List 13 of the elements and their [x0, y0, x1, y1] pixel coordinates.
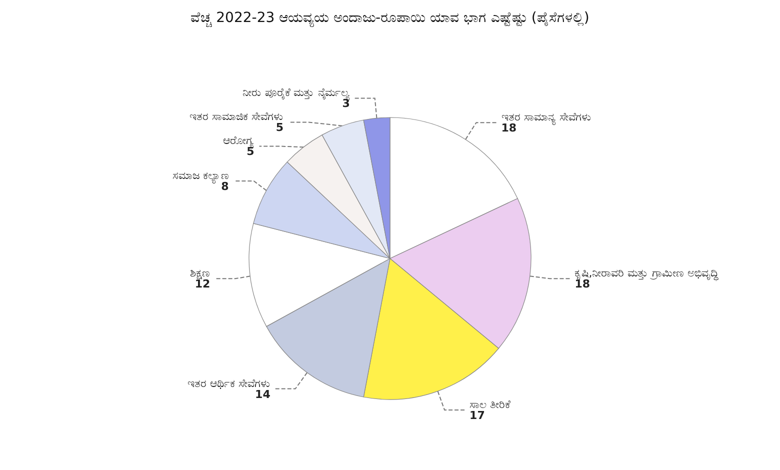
slice-label: ಸಾಲ ತೀರಿಕೆ — [470, 398, 512, 411]
data-label: 14 — [255, 388, 271, 401]
data-label: 12 — [194, 278, 210, 291]
slice-label: ಇತರ ಸಾಮಾಜಿಕ ಸೇವೆಗಳು — [190, 110, 284, 124]
data-label: 18 — [501, 122, 517, 135]
data-label: 17 — [470, 408, 485, 422]
slice-label: ನೀರು ಪೂರೈಕೆ ಮತ್ತು ನೈರ್ಮಲ್ಯ — [242, 86, 350, 100]
slice-label: ಇತರ ಆರ್ಥಿಕ ಸೇವೆಗಳು — [187, 376, 270, 390]
chart-title: ವೆಚ್ಚ 2022-23 ಆಯವ್ಯಯ ಅಂದಾಜು-ರೂಪಾಯಿ ಯಾವ ಭಾಗ ಎಷ್ಟೆಷ್ಟು (ಪೈಸೆಗಳಲ್ಲಿ) — [190, 10, 590, 27]
data-label: 18 — [574, 278, 590, 291]
slice-label: ಶಿಕ್ಷಣ — [190, 266, 210, 280]
data-label: 5 — [276, 121, 284, 134]
slice-label: ಆರೋಗ್ಯ — [223, 134, 254, 148]
